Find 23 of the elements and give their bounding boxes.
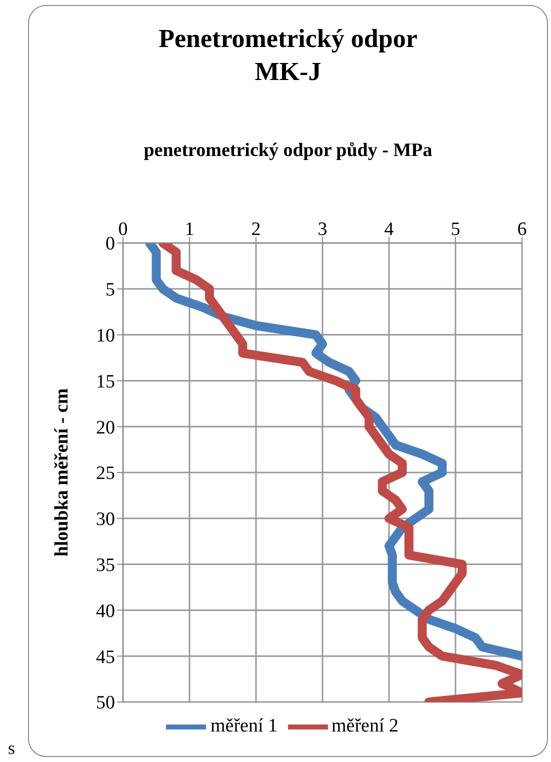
y-tick-label: 10 (96, 326, 115, 347)
y-tick-label: 25 (96, 463, 115, 484)
chart-title: Penetrometrický odpor MK-J (158, 23, 418, 88)
legend-label: měření 1 (210, 715, 278, 736)
x-tick-label: 4 (384, 219, 394, 240)
y-tick-label: 5 (106, 280, 115, 301)
y-tick-label: 50 (96, 692, 115, 714)
y-tick-label: 45 (96, 646, 115, 668)
y-tick-label: 40 (96, 600, 115, 622)
legend-label: měření 2 (332, 715, 399, 736)
y-tick-label: 20 (96, 417, 115, 438)
y-tick-label: 15 (96, 371, 115, 392)
y-tick-label: 0 (106, 234, 115, 255)
y-axis-title: hloubka měření - cm (52, 388, 73, 557)
x-tick-label: 5 (450, 219, 460, 240)
x-tick-label: 3 (318, 219, 328, 240)
text: s (8, 738, 16, 759)
x-tick-label: 2 (251, 219, 261, 240)
x-tick-label: 6 (517, 219, 527, 240)
y-tick-label: 35 (96, 555, 115, 576)
y-tick-label: 30 (96, 509, 115, 530)
x-tick-label: 1 (184, 219, 194, 240)
x-axis-title: penetrometrický odpor půdy - MPa (142, 140, 434, 162)
